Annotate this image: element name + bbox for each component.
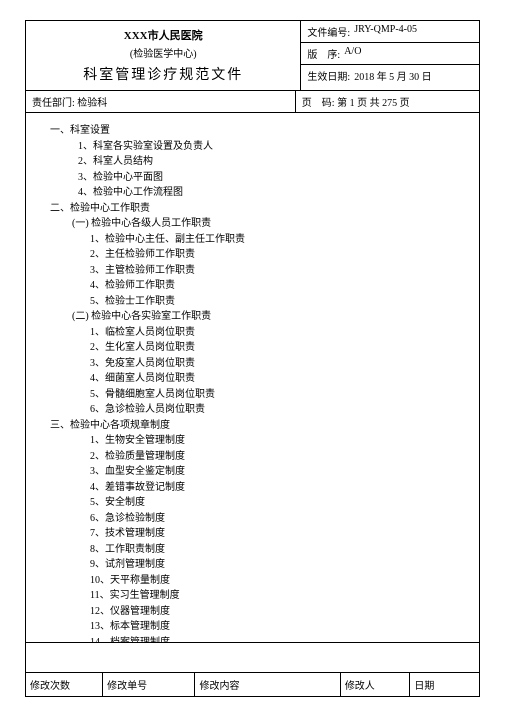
- dept-row: 责任部门: 检验科 页 码: 第 1 页 共 275 页: [26, 90, 479, 112]
- effective-cell: 生效日期: 2018 年 5 月 30 日: [301, 65, 479, 86]
- docno-value: JRY-QMP-4-05: [354, 24, 417, 39]
- version-cell: 版 序: A/O: [301, 43, 479, 65]
- dept-value: 检验科: [77, 98, 107, 109]
- toc-s1-1: 1、科室各实验室设置及负责人: [78, 139, 465, 155]
- toc-s3-7: 7、技术管理制度: [90, 526, 465, 542]
- toc-s3-9: 9、试剂管理制度: [90, 557, 465, 573]
- footer-c4: 修改人: [341, 673, 411, 696]
- pageno-label: 页 码:: [302, 98, 335, 109]
- toc-s2-b5: 5、骨髓细胞室人员岗位职责: [90, 387, 465, 403]
- header-left: XXX市人民医院 (检验医学中心) 科室管理诊疗规范文件: [26, 21, 301, 90]
- toc-s3-3: 3、血型安全鉴定制度: [90, 464, 465, 480]
- toc-s2-b: (二) 检验中心各实验室工作职责: [72, 309, 465, 325]
- document-frame: XXX市人民医院 (检验医学中心) 科室管理诊疗规范文件 文件编号: JRY-Q…: [25, 20, 480, 697]
- body-section: 一、科室设置 1、科室各实验室设置及负责人 2、科室人员结构 3、检验中心平面图…: [26, 112, 479, 642]
- footer-c5: 日期: [410, 673, 479, 696]
- toc-s3-5: 5、安全制度: [90, 495, 465, 511]
- toc-s2-a1: 1、检验中心主任、副主任工作职责: [90, 232, 465, 248]
- center-name: (检验医学中心): [30, 45, 296, 60]
- toc-s2-b2: 2、生化室人员岗位职责: [90, 340, 465, 356]
- toc-s3-6: 6、急诊检验制度: [90, 511, 465, 527]
- header-right: 文件编号: JRY-QMP-4-05 版 序: A/O 生效日期: 2018 年…: [301, 21, 479, 90]
- toc-s3-14: 14、档案管理制度: [90, 635, 465, 643]
- document-title: 科室管理诊疗规范文件: [30, 64, 296, 84]
- dept-cell: 责任部门: 检验科: [26, 91, 296, 112]
- pageno-cell: 页 码: 第 1 页 共 275 页: [296, 91, 479, 112]
- toc-s2-a: (一) 检验中心各级人员工作职责: [72, 216, 465, 232]
- effective-value: 2018 年 5 月 30 日: [354, 68, 432, 83]
- toc-s3-1: 1、生物安全管理制度: [90, 433, 465, 449]
- toc-s3: 三、检验中心各项规章制度: [50, 418, 465, 434]
- version-value: A/O: [344, 46, 361, 61]
- toc-s2: 二、检验中心工作职责: [50, 201, 465, 217]
- pageno-value: 第 1 页 共 275 页: [337, 98, 410, 109]
- toc-s3-10: 10、天平称量制度: [90, 573, 465, 589]
- toc-s1: 一、科室设置: [50, 123, 465, 139]
- version-label: 版 序:: [307, 46, 340, 61]
- effective-label: 生效日期:: [307, 68, 350, 83]
- toc-s2-a5: 5、检验士工作职责: [90, 294, 465, 310]
- footer-c1: 修改次数: [26, 673, 103, 696]
- toc-s2-b4: 4、细菌室人员岗位职责: [90, 371, 465, 387]
- toc-s2-a2: 2、主任检验师工作职责: [90, 247, 465, 263]
- toc-s3-12: 12、仪器管理制度: [90, 604, 465, 620]
- toc-s1-2: 2、科室人员结构: [78, 154, 465, 170]
- toc-s1-3: 3、检验中心平面图: [78, 170, 465, 186]
- hospital-name: XXX市人民医院: [30, 27, 296, 43]
- header-row: XXX市人民医院 (检验医学中心) 科室管理诊疗规范文件 文件编号: JRY-Q…: [26, 21, 479, 90]
- footer-c2: 修改单号: [103, 673, 195, 696]
- toc-s3-4: 4、差错事故登记制度: [90, 480, 465, 496]
- toc-s2-a4: 4、检验师工作职责: [90, 278, 465, 294]
- toc-s2-a3: 3、主管检验师工作职责: [90, 263, 465, 279]
- toc-s3-8: 8、工作职责制度: [90, 542, 465, 558]
- footer-c3: 修改内容: [195, 673, 340, 696]
- toc-s2-b6: 6、急诊检验人员岗位职责: [90, 402, 465, 418]
- docno-cell: 文件编号: JRY-QMP-4-05: [301, 21, 479, 43]
- dept-label: 责任部门:: [32, 98, 75, 109]
- toc-s2-b1: 1、临检室人员岗位职责: [90, 325, 465, 341]
- toc-s3-11: 11、实习生管理制度: [90, 588, 465, 604]
- footer-row: 修改次数 修改单号 修改内容 修改人 日期: [26, 672, 479, 696]
- footer-blank: [26, 642, 479, 672]
- toc-s2-b3: 3、免疫室人员岗位职责: [90, 356, 465, 372]
- toc-s3-13: 13、标本管理制度: [90, 619, 465, 635]
- toc-s1-4: 4、检验中心工作流程图: [78, 185, 465, 201]
- docno-label: 文件编号:: [307, 24, 350, 39]
- toc-s3-2: 2、检验质量管理制度: [90, 449, 465, 465]
